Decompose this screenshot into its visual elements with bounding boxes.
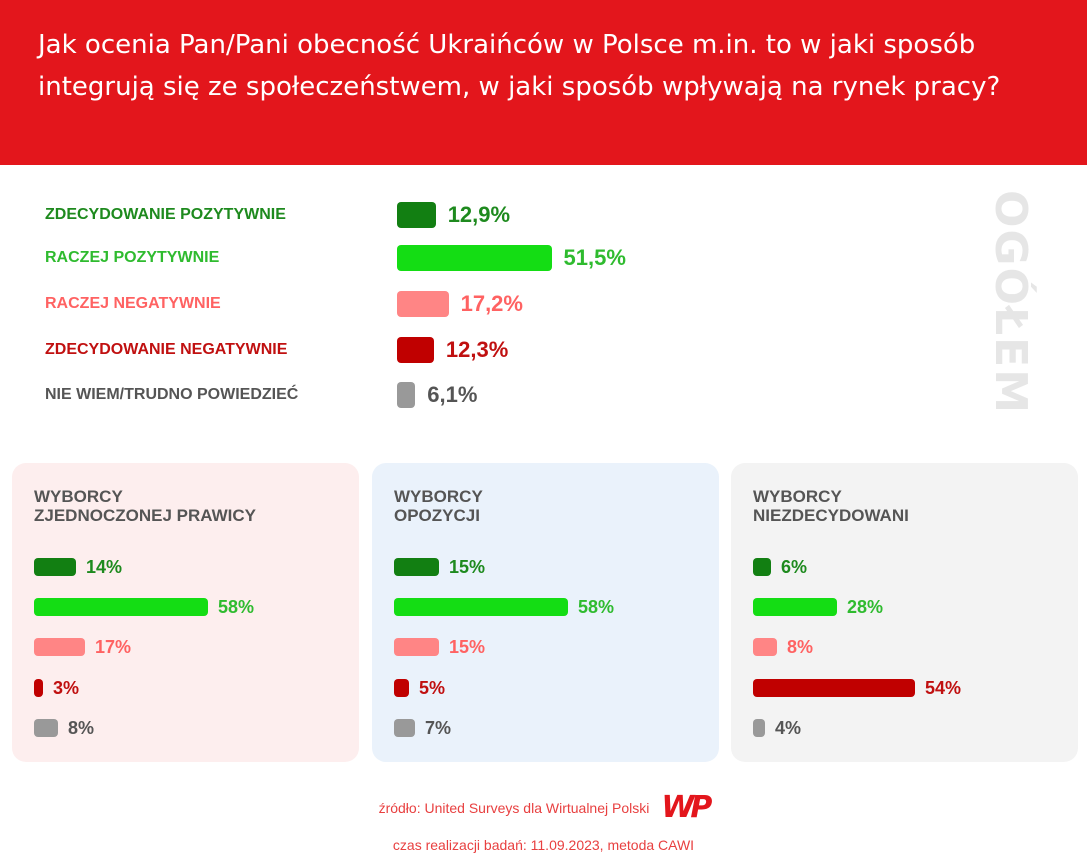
category-label: ZDECYDOWANIE NEGATYWNIE xyxy=(45,341,288,358)
group-row: 15% xyxy=(394,557,485,577)
group-bar xyxy=(34,679,43,697)
group-title: WYBORCY ZJEDNOCZONEJ PRAWICY xyxy=(34,487,256,525)
overall-bar xyxy=(397,245,552,271)
overall-value-label: 6,1% xyxy=(427,382,478,407)
footer: źródło: United Surveys dla Wirtualnej Po… xyxy=(0,790,1087,853)
category-label: RACZEJ POZYTYWNIE xyxy=(45,249,220,266)
group-bar xyxy=(394,679,409,697)
overall-row: RACZEJ POZYTYWNIE 51,5% xyxy=(45,243,626,273)
group-value-label: 54% xyxy=(925,677,962,698)
group-bar xyxy=(753,679,915,697)
category-label: NIE WIEM/TRUDNO POWIEDZIEĆ xyxy=(45,386,299,403)
group-value-label: 58% xyxy=(218,596,255,617)
group-bar xyxy=(394,719,415,737)
group-bar xyxy=(753,719,765,737)
wp-logo: WP xyxy=(661,790,712,825)
group-panel: WYBORCY OPOZYCJI 15% 58% 15% 5% 7% xyxy=(372,463,719,762)
group-value-label: 58% xyxy=(578,596,615,617)
overall-value-label: 51,5% xyxy=(563,245,626,270)
chart-title: Jak ocenia Pan/Pani obecność Ukraińców w… xyxy=(38,30,1001,102)
group-bar xyxy=(34,598,208,616)
group-value-label: 28% xyxy=(847,596,884,617)
group-row: 28% xyxy=(753,597,883,617)
group-value-label: 17% xyxy=(95,636,132,657)
group-panel: WYBORCY ZJEDNOCZONEJ PRAWICY 14% 58% 17% 3% 8… xyxy=(12,463,359,762)
group-row: 6% xyxy=(753,557,807,577)
group-bar xyxy=(394,638,439,656)
overall-label: OGÓŁEM xyxy=(985,190,1036,416)
group-row: 5% xyxy=(394,678,445,698)
group-bar xyxy=(753,598,837,616)
group-bar xyxy=(34,558,76,576)
group-value-label: 3% xyxy=(53,677,80,698)
header-banner: Jak ocenia Pan/Pani obecność Ukraińców w… xyxy=(0,0,1087,165)
overall-bar xyxy=(397,382,416,408)
category-label: RACZEJ NEGATYWNIE xyxy=(45,295,221,312)
group-row: 4% xyxy=(753,718,801,738)
survey-date: czas realizacji badań: 11.09.2023, metod… xyxy=(392,837,695,853)
overall-bar xyxy=(397,337,434,363)
group-bar xyxy=(394,558,439,576)
group-bar xyxy=(34,719,58,737)
group-row: 15% xyxy=(394,637,485,657)
group-value-label: 8% xyxy=(787,636,814,657)
group-row: 8% xyxy=(34,718,94,738)
overall-value-label: 12,3% xyxy=(445,337,509,362)
group-bar xyxy=(753,558,771,576)
group-row: 8% xyxy=(753,637,813,657)
overall-row: RACZEJ NEGATYWNIE 17,2% xyxy=(45,289,523,319)
group-row: 58% xyxy=(34,597,254,617)
source-text: źródło: United Surveys dla Wirtualnej Po… xyxy=(378,799,650,816)
group-row: 58% xyxy=(394,597,614,617)
group-panel: WYBORCY NIEZDECYDOWANI 6% 28% 8% 54% 4% xyxy=(731,463,1078,762)
group-value-label: 15% xyxy=(449,556,486,577)
overall-row: ZDECYDOWANIE POZYTYWNIE 12,9% xyxy=(45,200,510,230)
group-value-label: 7% xyxy=(425,717,452,738)
group-row: 3% xyxy=(34,678,79,698)
group-row: 7% xyxy=(394,718,451,738)
group-row: 54% xyxy=(753,678,961,698)
group-value-label: 4% xyxy=(775,717,802,738)
overall-bar xyxy=(397,291,449,317)
group-bar xyxy=(394,598,568,616)
overall-bar xyxy=(397,202,436,228)
group-value-label: 8% xyxy=(68,717,95,738)
overall-value-label: 17,2% xyxy=(460,291,523,316)
category-label: ZDECYDOWANIE POZYTYWNIE xyxy=(45,206,286,223)
group-row: 14% xyxy=(34,557,122,577)
group-bar xyxy=(34,638,85,656)
group-value-label: 6% xyxy=(781,556,808,577)
group-title: WYBORCY NIEZDECYDOWANI xyxy=(753,487,909,525)
group-value-label: 14% xyxy=(86,556,123,577)
overall-value-label: 12,9% xyxy=(447,202,511,227)
group-bar xyxy=(753,638,777,656)
group-value-label: 15% xyxy=(449,636,486,657)
group-value-label: 5% xyxy=(419,677,446,698)
overall-row: ZDECYDOWANIE NEGATYWNIE 12,3% xyxy=(45,335,508,365)
group-row: 17% xyxy=(34,637,131,657)
group-title: WYBORCY OPOZYCJI xyxy=(394,487,483,525)
overall-row: NIE WIEM/TRUDNO POWIEDZIEĆ 6,1% xyxy=(45,380,477,410)
